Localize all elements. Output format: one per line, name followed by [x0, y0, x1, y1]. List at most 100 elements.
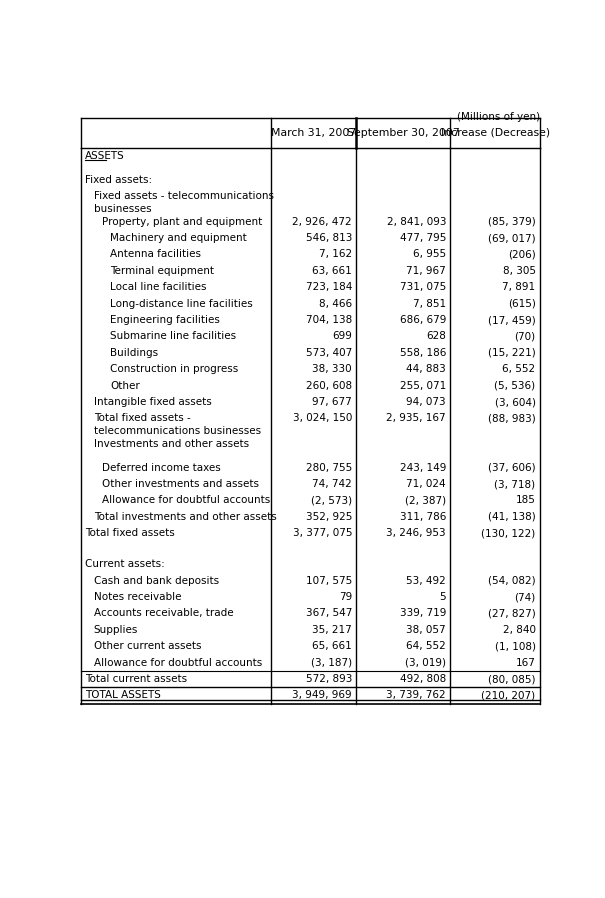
- Text: 573, 407: 573, 407: [306, 348, 352, 357]
- Text: Allowance for doubtful accounts: Allowance for doubtful accounts: [102, 496, 270, 506]
- Text: 7, 162: 7, 162: [319, 250, 352, 260]
- Text: (37, 606): (37, 606): [488, 462, 535, 472]
- Text: (41, 138): (41, 138): [488, 512, 535, 522]
- Text: (3, 604): (3, 604): [494, 397, 535, 407]
- Text: (130, 122): (130, 122): [482, 528, 535, 538]
- Text: (17, 459): (17, 459): [488, 315, 535, 325]
- Text: Other investments and assets: Other investments and assets: [102, 479, 259, 489]
- Text: 731, 075: 731, 075: [400, 282, 446, 292]
- Text: Terminal equipment: Terminal equipment: [110, 266, 214, 276]
- Text: Other current assets: Other current assets: [94, 641, 201, 651]
- Text: 352, 925: 352, 925: [306, 512, 352, 522]
- Text: (2, 573): (2, 573): [311, 496, 352, 506]
- Text: Current assets:: Current assets:: [85, 559, 165, 569]
- Text: Supplies: Supplies: [94, 625, 138, 635]
- Text: (210, 207): (210, 207): [482, 691, 535, 700]
- Text: Total fixed assets: Total fixed assets: [85, 528, 175, 538]
- Text: 2, 841, 093: 2, 841, 093: [387, 216, 446, 226]
- Text: 704, 138: 704, 138: [306, 315, 352, 325]
- Text: Notes receivable: Notes receivable: [94, 592, 181, 602]
- Text: 477, 795: 477, 795: [400, 233, 446, 243]
- Text: telecommunications businesses: telecommunications businesses: [94, 427, 261, 436]
- Text: 311, 786: 311, 786: [400, 512, 446, 522]
- Text: (Millions of yen): (Millions of yen): [457, 112, 540, 122]
- Text: Long-distance line facilities: Long-distance line facilities: [110, 299, 253, 309]
- Text: 63, 661: 63, 661: [312, 266, 352, 276]
- Text: Other: Other: [110, 381, 140, 391]
- Text: 699: 699: [332, 331, 352, 341]
- Text: Fixed assets:: Fixed assets:: [85, 175, 152, 185]
- Text: Cash and bank deposits: Cash and bank deposits: [94, 576, 218, 585]
- Text: 2, 840: 2, 840: [503, 625, 535, 635]
- Text: 3, 246, 953: 3, 246, 953: [387, 528, 446, 538]
- Text: 492, 808: 492, 808: [400, 674, 446, 684]
- Text: Property, plant and equipment: Property, plant and equipment: [102, 216, 262, 226]
- Text: March 31, 2007: March 31, 2007: [271, 128, 356, 137]
- Text: 64, 552: 64, 552: [407, 641, 446, 651]
- Text: Engineering facilities: Engineering facilities: [110, 315, 220, 325]
- Text: 3, 377, 075: 3, 377, 075: [293, 528, 352, 538]
- Text: (80, 085): (80, 085): [488, 674, 535, 684]
- Text: 44, 883: 44, 883: [407, 365, 446, 374]
- Text: 94, 073: 94, 073: [407, 397, 446, 407]
- Text: Intangible fixed assets: Intangible fixed assets: [94, 397, 211, 407]
- Text: Accounts receivable, trade: Accounts receivable, trade: [94, 609, 233, 619]
- Text: Total current assets: Total current assets: [85, 674, 188, 684]
- Text: 97, 677: 97, 677: [312, 397, 352, 407]
- Text: 6, 955: 6, 955: [413, 250, 446, 260]
- Text: Antenna facilities: Antenna facilities: [110, 250, 201, 260]
- Text: 367, 547: 367, 547: [306, 609, 352, 619]
- Text: Increase (Decrease): Increase (Decrease): [440, 128, 550, 137]
- Text: (54, 082): (54, 082): [488, 576, 535, 585]
- Text: 558, 186: 558, 186: [400, 348, 446, 357]
- Text: (2, 387): (2, 387): [405, 496, 446, 506]
- Text: 74, 742: 74, 742: [312, 479, 352, 489]
- Text: 107, 575: 107, 575: [306, 576, 352, 585]
- Text: (15, 221): (15, 221): [488, 348, 535, 357]
- Text: businesses: businesses: [94, 204, 151, 214]
- Text: 7, 851: 7, 851: [413, 299, 446, 309]
- Text: 686, 679: 686, 679: [400, 315, 446, 325]
- Text: 185: 185: [515, 496, 535, 506]
- Text: 8, 305: 8, 305: [503, 266, 535, 276]
- Text: 79: 79: [339, 592, 352, 602]
- Text: Buildings: Buildings: [110, 348, 159, 357]
- Text: Allowance for doubtful accounts: Allowance for doubtful accounts: [94, 657, 262, 667]
- Text: 2, 926, 472: 2, 926, 472: [292, 216, 352, 226]
- Text: Local line facilities: Local line facilities: [110, 282, 206, 292]
- Text: 339, 719: 339, 719: [400, 609, 446, 619]
- Text: 572, 893: 572, 893: [306, 674, 352, 684]
- Text: Machinery and equipment: Machinery and equipment: [110, 233, 247, 243]
- Text: 38, 057: 38, 057: [407, 625, 446, 635]
- Text: (74): (74): [514, 592, 535, 602]
- Text: (27, 827): (27, 827): [488, 609, 535, 619]
- Text: (69, 017): (69, 017): [488, 233, 535, 243]
- Text: Investments and other assets: Investments and other assets: [94, 439, 249, 449]
- Text: TOTAL ASSETS: TOTAL ASSETS: [85, 691, 161, 700]
- Text: (88, 983): (88, 983): [488, 413, 535, 424]
- Text: 628: 628: [427, 331, 446, 341]
- Text: 38, 330: 38, 330: [312, 365, 352, 374]
- Text: 71, 024: 71, 024: [407, 479, 446, 489]
- Text: 3, 739, 762: 3, 739, 762: [387, 691, 446, 700]
- Text: 65, 661: 65, 661: [312, 641, 352, 651]
- Text: 6, 552: 6, 552: [503, 365, 535, 374]
- Text: 546, 813: 546, 813: [306, 233, 352, 243]
- Text: ASSETS: ASSETS: [85, 151, 125, 161]
- Text: 35, 217: 35, 217: [312, 625, 352, 635]
- Text: Total investments and other assets: Total investments and other assets: [94, 512, 276, 522]
- Text: Deferred income taxes: Deferred income taxes: [102, 462, 221, 472]
- Text: Fixed assets - telecommunications: Fixed assets - telecommunications: [94, 191, 273, 201]
- Text: 8, 466: 8, 466: [319, 299, 352, 309]
- Text: 167: 167: [515, 657, 535, 667]
- Text: Submarine line facilities: Submarine line facilities: [110, 331, 236, 341]
- Text: (3, 718): (3, 718): [494, 479, 535, 489]
- Text: 3, 949, 969: 3, 949, 969: [292, 691, 352, 700]
- Text: (5, 536): (5, 536): [494, 381, 535, 391]
- Text: (85, 379): (85, 379): [488, 216, 535, 226]
- Text: 71, 967: 71, 967: [407, 266, 446, 276]
- Text: September 30, 2007: September 30, 2007: [347, 128, 460, 137]
- Text: (70): (70): [514, 331, 535, 341]
- Text: (206): (206): [508, 250, 535, 260]
- Text: 260, 608: 260, 608: [306, 381, 352, 391]
